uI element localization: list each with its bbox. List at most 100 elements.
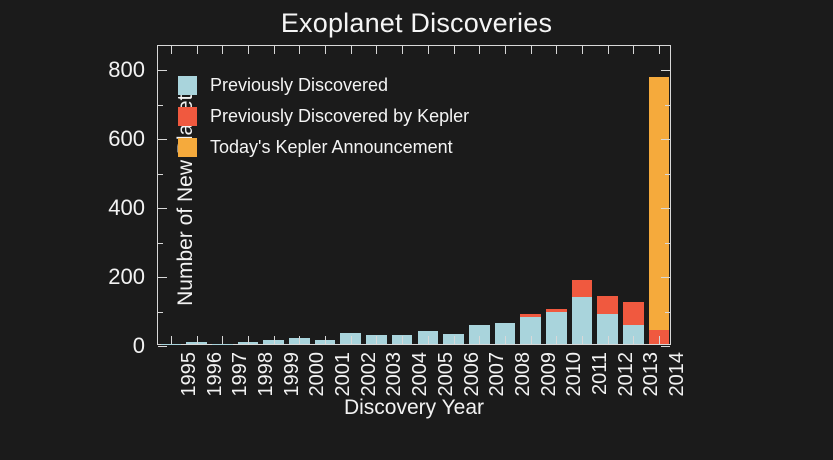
y-axis-tick-label: 400 [108, 195, 145, 221]
chart-title: Exoplanet Discoveries [280, 8, 553, 38]
x-axis-tick [273, 46, 275, 54]
x-axis-tick [607, 336, 609, 344]
x-axis-tick [170, 336, 172, 344]
bar-segment [186, 341, 207, 344]
y-axis-minor-tick [158, 173, 163, 175]
x-axis-tick [325, 46, 327, 54]
x-axis-tick [299, 46, 301, 54]
x-axis-tick [196, 46, 198, 54]
x-axis-tick [325, 336, 327, 344]
x-axis-tick [530, 46, 532, 54]
x-axis-tick-label: 2004 [409, 352, 432, 397]
x-axis-tick-label: 1998 [254, 352, 277, 397]
y-axis-tick [661, 139, 670, 141]
bar-segment [623, 301, 644, 325]
bar-segment [546, 311, 567, 344]
bar-column [546, 308, 567, 344]
y-axis-minor-tick [665, 104, 670, 106]
bar-column [237, 342, 259, 344]
y-axis-tick [661, 70, 670, 72]
legend-item: Previously Discovered [178, 70, 469, 101]
x-axis-tick-label: 2003 [383, 352, 406, 397]
bar-segment [623, 324, 644, 344]
x-axis-tick-label: 2007 [486, 352, 509, 397]
bar-column [623, 301, 644, 344]
bar-segment [597, 295, 619, 314]
x-axis-tick [427, 46, 429, 54]
x-axis-tick-label: 1996 [203, 352, 226, 397]
bar-column [443, 334, 464, 344]
y-axis-tick [661, 346, 670, 347]
x-axis-tick [453, 46, 455, 54]
y-axis-tick-label: 200 [108, 264, 145, 290]
x-axis-tick-label: 1995 [177, 352, 200, 397]
x-axis-tick [402, 46, 404, 54]
x-axis-tick [504, 336, 506, 344]
x-axis-tick [350, 46, 352, 54]
bar-column [391, 335, 413, 344]
y-axis-tick [158, 277, 167, 279]
y-axis-tick [158, 139, 167, 141]
x-axis-tick-label: 2010 [563, 352, 586, 397]
x-axis-tick-label: 2001 [332, 352, 355, 397]
plot-frame: Number of New Planets 0 200 400 600 800 [108, 45, 671, 358]
x-axis-tick [170, 46, 172, 54]
y-axis-tick-label: 800 [108, 57, 145, 83]
x-axis-tick [633, 336, 635, 344]
x-axis-title: Discovery Year [343, 396, 485, 419]
bar-column [571, 280, 593, 344]
x-axis-tick [247, 46, 249, 54]
y-axis-tick [661, 277, 670, 279]
x-axis-tick [299, 336, 301, 344]
bar-segment [289, 338, 310, 344]
legend-item: Previously Discovered by Kepler [178, 101, 469, 132]
x-axis-tick-label: 1997 [229, 352, 252, 397]
legend-item: Today's Kepler Announcement [178, 132, 469, 163]
bar-column [340, 333, 362, 344]
bar-column [648, 76, 670, 344]
bar-column [468, 325, 490, 344]
y-axis-tick [158, 70, 167, 72]
bar-column [494, 322, 516, 344]
bar-segment [468, 325, 490, 344]
legend-label: Today's Kepler Announcement [210, 137, 453, 157]
bar-segment [443, 334, 464, 344]
bar-column [186, 341, 207, 344]
y-axis-minor-tick [665, 173, 670, 175]
x-axis-tick-label: 2013 [640, 352, 663, 397]
bar-column [366, 335, 387, 344]
x-axis-tick-label: 2014 [666, 352, 689, 397]
x-axis-tick [376, 336, 378, 344]
bar-segment [314, 339, 336, 344]
bar-segment [571, 280, 593, 298]
bar-segment [571, 297, 593, 344]
x-axis-tick [607, 46, 609, 54]
x-axis-tick-label: 2006 [460, 352, 483, 397]
x-axis-tick [247, 336, 249, 344]
x-axis-tick [556, 336, 558, 344]
x-axis-tick-label: 2012 [614, 352, 637, 397]
bar-column [597, 295, 619, 344]
x-axis-tick [479, 336, 481, 344]
legend-label: Previously Discovered [210, 75, 389, 95]
x-axis-tick [530, 336, 532, 344]
bar-column [289, 338, 310, 344]
x-axis-tick [633, 46, 635, 54]
y-axis-tick [158, 346, 167, 347]
legend-swatch-icon [178, 76, 197, 95]
x-axis-tick-label: 2009 [537, 352, 560, 397]
y-axis-minor-tick [158, 242, 163, 244]
x-axis-tick [556, 46, 558, 54]
x-axis-tick [402, 336, 404, 344]
x-axis-tick [273, 336, 275, 344]
x-axis-tick [659, 336, 661, 344]
x-axis-tick [504, 46, 506, 54]
bar-segment [597, 314, 619, 344]
bar-segment [263, 339, 284, 344]
x-axis-tick [582, 46, 584, 54]
bar-segment [366, 335, 387, 344]
chart-legend: Previously Discovered Previously Discover… [178, 70, 469, 163]
legend-label: Previously Discovered by Kepler [210, 106, 470, 126]
x-axis-tick [196, 336, 198, 344]
